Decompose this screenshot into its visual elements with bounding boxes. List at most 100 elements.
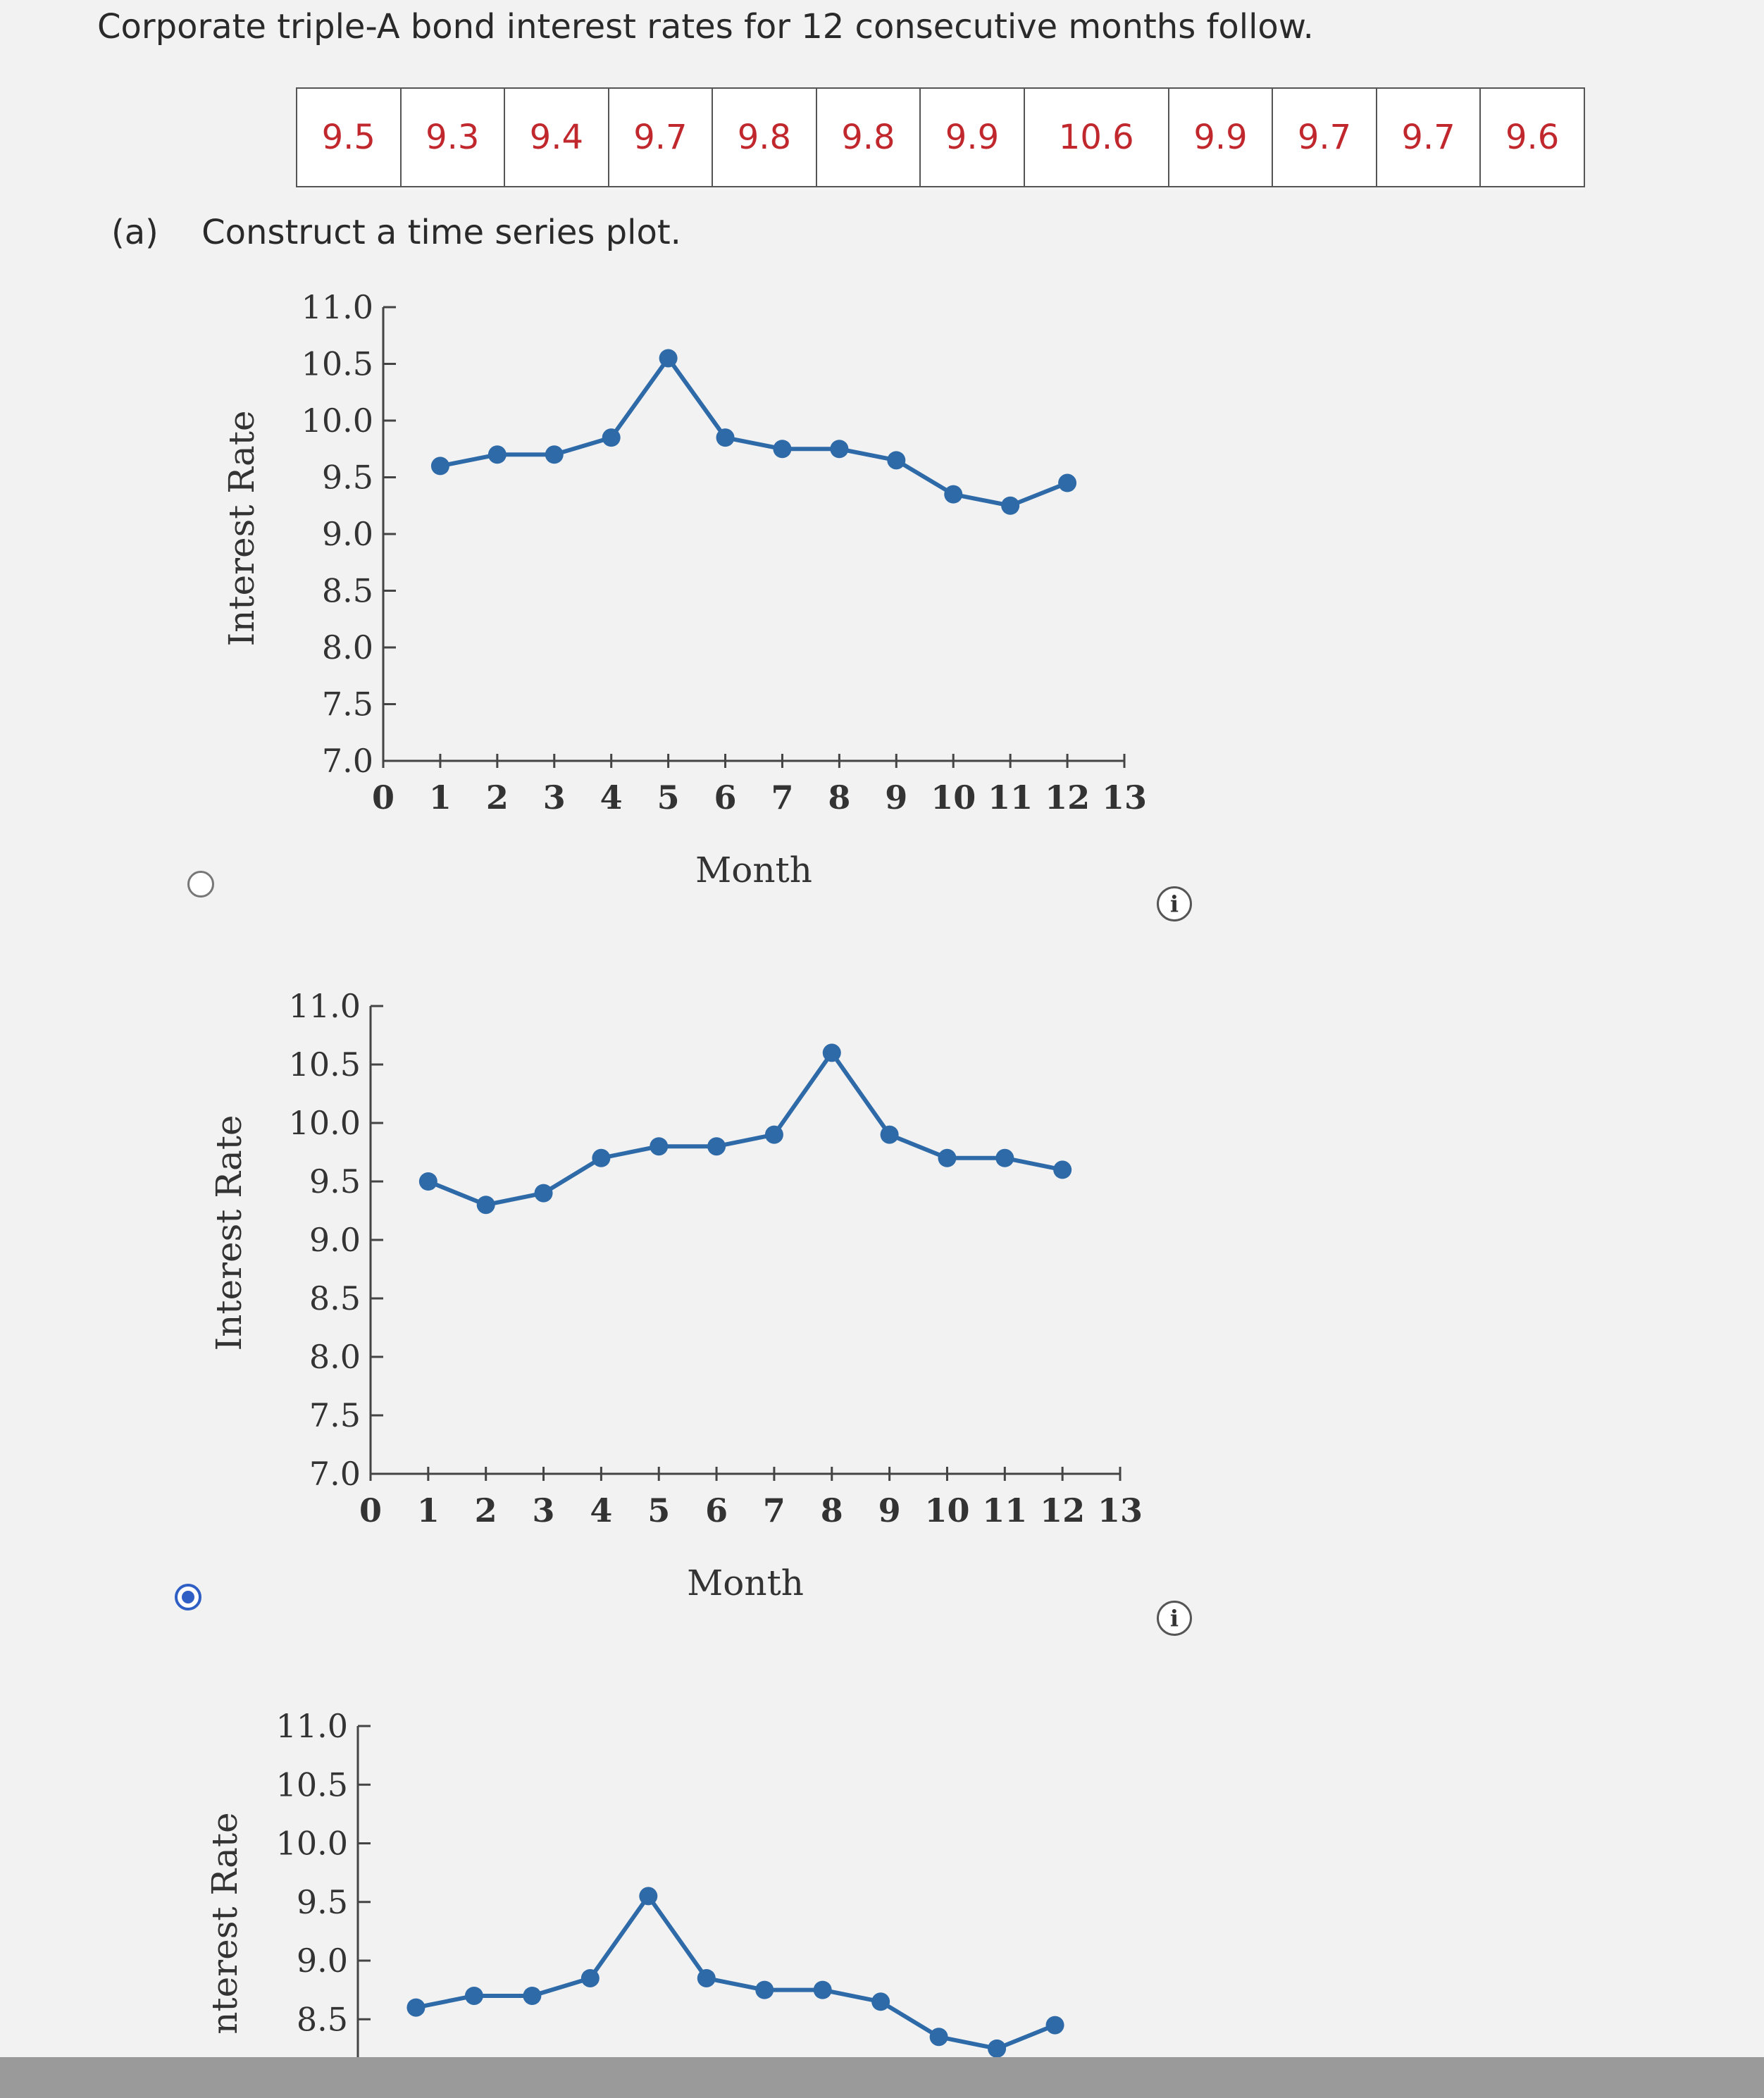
y-tick-label: 10.5 [302, 345, 373, 383]
x-tick-label: 8 [828, 778, 850, 817]
data-point [716, 428, 735, 447]
data-point [1001, 496, 1020, 515]
data-point [523, 1986, 542, 2005]
x-tick-label: 5 [647, 1491, 670, 1529]
y-tick-label: 9.0 [297, 1942, 348, 1980]
x-tick-label: 7 [771, 778, 793, 817]
x-tick-label: 4 [600, 778, 623, 817]
data-point [1045, 2016, 1064, 2035]
data-point [887, 451, 906, 470]
data-point [476, 1196, 495, 1215]
series-line [440, 356, 1069, 508]
data-point [406, 1998, 426, 2017]
data-point [580, 1968, 600, 1987]
rate-cell: 9.4 [504, 87, 609, 187]
rate-cell: 10.6 [1023, 87, 1169, 187]
x-tick-label: 1 [429, 778, 452, 817]
rate-cell: 9.7 [1375, 87, 1482, 187]
data-point [995, 1148, 1014, 1167]
rate-cell: 9.6 [1479, 87, 1585, 187]
x-tick-label: 12 [1045, 778, 1090, 817]
data-point [764, 1125, 783, 1144]
y-tick-label: 9.5 [297, 1883, 348, 1921]
x-tick-label: 11 [988, 778, 1033, 817]
y-tick-label: 8.5 [309, 1279, 361, 1317]
data-point [1058, 473, 1077, 492]
data-point [650, 1137, 669, 1156]
data-point [755, 1980, 774, 1999]
y-tick-label: 9.5 [309, 1162, 361, 1200]
bottom-bar [0, 2057, 1764, 2098]
rates-table: 9.5 9.3 9.4 9.7 9.8 9.8 9.9 10.6 9.9 9.7… [296, 87, 1585, 187]
data-point [880, 1125, 899, 1144]
y-tick-label: 7.5 [322, 685, 373, 724]
time-series-chart: 7.07.58.08.59.09.510.010.511.00 1 2 3 4 5 6 7 8 9… [221, 288, 1147, 890]
info-icon[interactable]: i [1157, 1601, 1192, 1636]
radio-option-1[interactable] [187, 871, 214, 898]
data-point [830, 440, 849, 459]
x-tick-label: 9 [878, 1491, 901, 1529]
series-line [427, 1050, 1063, 1208]
y-tick-label: 10.5 [289, 1045, 361, 1084]
data-point [659, 349, 678, 368]
data-point [534, 1184, 553, 1203]
y-tick-label: 7.0 [309, 1455, 361, 1493]
y-tick-label: 8.5 [297, 2000, 348, 2038]
data-point [938, 1148, 957, 1167]
x-tick-label: 11 [982, 1491, 1027, 1529]
y-axis-title: Interest Rate [221, 410, 262, 646]
y-tick-label: 7.0 [322, 742, 373, 780]
data-point [813, 1980, 832, 1999]
part-a-tag: (a) [111, 213, 159, 252]
info-icon[interactable]: i [1157, 886, 1192, 921]
y-tick-label: 11.0 [289, 987, 361, 1025]
y-axis-title: nterest Rate [204, 1812, 245, 2034]
radio-option-2[interactable] [175, 1584, 201, 1610]
data-point [697, 1968, 716, 1987]
part-a-text: Construct a time series plot. [201, 213, 681, 252]
x-axis-title: Month [687, 1563, 804, 1603]
data-point [988, 2039, 1007, 2057]
y-tick-label: 10.0 [276, 1825, 348, 1863]
rate-cell: 9.5 [296, 87, 402, 187]
y-tick-label: 9.0 [309, 1221, 361, 1259]
answer-option-2: 7.0 7.5 8.0 8.5 9.0 9.5 10.0 10.5 11.0 0 1 2 3 4 5 6 7 8 9… [0, 972, 1764, 1649]
x-tick-label: 6 [714, 778, 737, 817]
x-axis-title: Month [695, 850, 812, 890]
data-point [418, 1172, 437, 1191]
x-tick-label: 9 [885, 778, 907, 817]
data-point [639, 1887, 658, 1906]
rate-cell: 9.7 [1272, 87, 1377, 187]
y-tick-label: 11.0 [276, 1707, 348, 1745]
rates-row: 9.5 9.3 9.4 9.7 9.8 9.8 9.9 10.6 9.9 9.7… [296, 87, 1585, 187]
x-tick-label: 3 [543, 778, 566, 817]
y-tick-label: 8.5 [322, 572, 373, 610]
data-point [871, 1992, 890, 2011]
x-tick-label: 13 [1098, 1491, 1143, 1529]
y-tick-label: 9.0 [322, 515, 373, 553]
data-point [944, 485, 963, 504]
part-a-heading: (a) Construct a time series plot. [111, 213, 681, 252]
x-tick-label: 2 [486, 778, 509, 817]
data-point [707, 1137, 726, 1156]
y-tick-label: 8.0 [309, 1338, 361, 1376]
answer-option-1: 7.0 7.5 8.0 8.5 9.0 9.5 10.0 10.5 11.0 0 1 2 3 4 5 6 7 8 9… [0, 268, 1764, 944]
x-tick-label: 7 [763, 1491, 785, 1529]
data-point [487, 445, 507, 464]
data-point [602, 428, 621, 447]
time-series-chart: 8.5 9.0 9.5 10.0 10.5 11.0 nterest Rate [204, 1707, 1064, 2057]
data-point [464, 1986, 483, 2005]
rate-cell: 9.9 [1167, 87, 1274, 187]
question-prompt: Corporate triple-A bond interest rates f… [97, 7, 1314, 46]
x-tick-label: 3 [533, 1491, 555, 1529]
data-point [773, 440, 792, 459]
data-point [430, 457, 449, 476]
x-tick-label: 10 [931, 778, 976, 817]
data-point [545, 445, 564, 464]
data-point [1053, 1160, 1072, 1179]
data-point [929, 2028, 948, 2047]
series-line [415, 1894, 1056, 2051]
x-tick-label: 2 [475, 1491, 497, 1529]
data-point [822, 1043, 841, 1062]
x-tick-label: 0 [359, 1491, 382, 1529]
